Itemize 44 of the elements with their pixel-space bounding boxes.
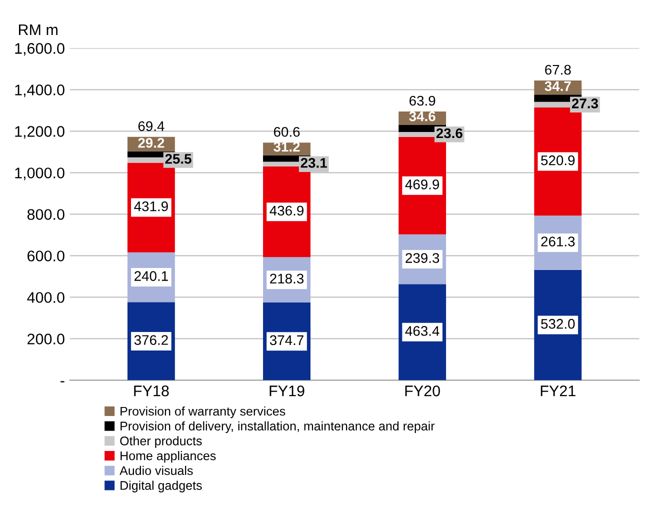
data-label: 31.2: [274, 142, 300, 152]
data-label: 63.9: [410, 96, 436, 106]
data-label: 23.6: [436, 128, 462, 138]
data-label: 29.2: [138, 138, 164, 148]
data-label: 240.1: [134, 271, 168, 281]
data-label: 261.3: [541, 236, 575, 246]
data-label: 239.3: [406, 253, 440, 263]
y-tick-label: 1,200.0: [15, 126, 64, 139]
legend-label: Audio visuals: [120, 466, 193, 476]
x-tick-label: FY19: [270, 386, 304, 396]
y-tick-label: 600.0: [28, 250, 64, 262]
x-tick-label: FY20: [405, 386, 440, 396]
x-tick-label: FY18: [134, 386, 169, 396]
data-label: 218.3: [270, 274, 304, 284]
data-label: 25.5: [165, 154, 192, 164]
y-tick-label: -: [60, 381, 64, 382]
data-label: 23.1: [300, 158, 327, 168]
data-label: 463.4: [405, 326, 440, 336]
data-label: 60.6: [274, 126, 300, 137]
y-tick-label: 800.0: [27, 209, 64, 220]
y-tick-label: 400.0: [27, 292, 64, 303]
y-tick-label: 200.0: [28, 334, 64, 344]
legend-label: Provision of delivery, installation, maintenance and repair: [120, 421, 435, 433]
data-label: 34.6: [409, 111, 436, 122]
data-label: 69.4: [138, 121, 164, 132]
legend-label: Home appliances: [120, 451, 216, 463]
data-label: 520.9: [541, 155, 575, 166]
data-label: 436.9: [270, 206, 304, 216]
y-axis-title: RM m: [18, 24, 58, 36]
legend-label: Other products: [120, 436, 202, 448]
y-tick-label: 1,000.0: [15, 168, 64, 180]
data-label: 67.8: [545, 64, 571, 75]
y-tick-label: 1,400.0: [15, 84, 64, 98]
data-label: 374.7: [270, 335, 304, 346]
data-label: 376.2: [134, 335, 168, 345]
legend-label: Provision of warranty services: [120, 406, 286, 418]
legend-label: Digital gadgets: [120, 480, 202, 492]
data-label: 27.3: [572, 98, 598, 108]
data-label: 469.9: [405, 180, 440, 190]
y-tick-label: 1,600.0: [15, 43, 64, 56]
data-label: 431.9: [134, 201, 168, 212]
data-label: 34.7: [544, 81, 571, 92]
x-tick-label: FY21: [540, 386, 576, 396]
data-label: 532.0: [541, 318, 575, 329]
